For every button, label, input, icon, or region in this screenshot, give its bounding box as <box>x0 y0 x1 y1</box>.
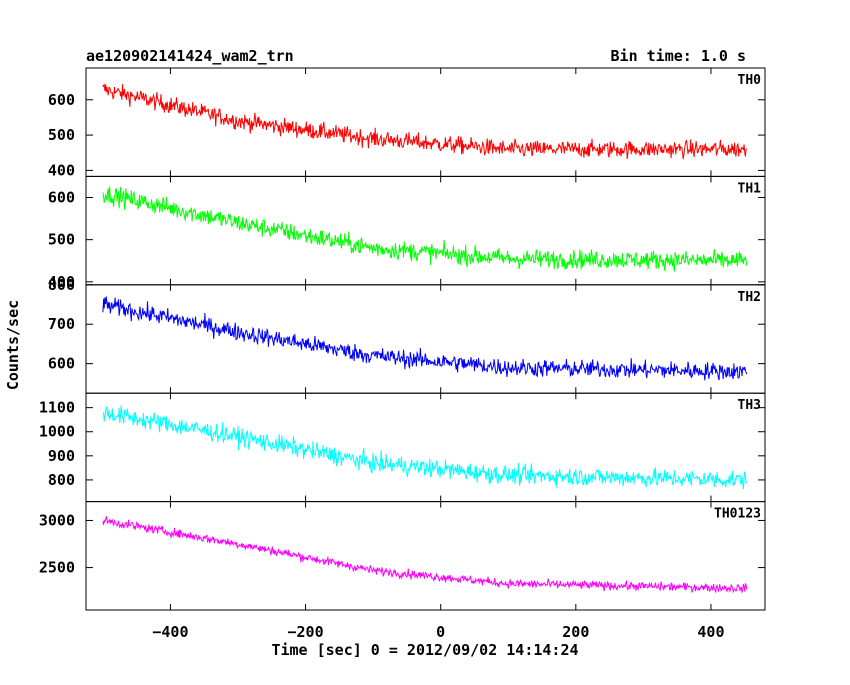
y-axis-title: Counts/sec <box>4 300 22 390</box>
y-tick-label: 3000 <box>39 511 75 529</box>
panel-frame <box>85 392 766 503</box>
panel-th0: TH0 400 500 600 <box>48 67 766 179</box>
x-tick-label: 0 <box>436 623 445 641</box>
y-tick-label: 600 <box>48 355 75 373</box>
panel-label: TH0123 <box>714 507 761 522</box>
series-line-th0 <box>102 83 748 160</box>
x-tick-label: −400 <box>152 623 188 641</box>
y-tick-label: 500 <box>48 231 75 249</box>
y-tick-label: 700 <box>48 315 75 333</box>
y-tick-label: 600 <box>48 91 75 109</box>
y-tick-label: 400 <box>48 273 75 291</box>
x-tick-label: 400 <box>697 623 724 641</box>
x-tick-label: 200 <box>562 623 589 641</box>
panel-th3: TH3 800 900 1000 1100 <box>39 392 766 503</box>
panel-label: TH0 <box>738 73 762 88</box>
panels-group: TH0 400 500 600 TH1 400 500 600 TH2 600 700 800 TH3 8… <box>39 67 766 641</box>
panel-frame <box>85 67 766 177</box>
panel-label: TH2 <box>738 290 761 305</box>
panel-frame <box>85 501 766 611</box>
series-line-th1 <box>102 186 748 272</box>
y-tick-label: 2500 <box>39 559 75 577</box>
y-tick-label: 400 <box>48 161 75 179</box>
y-tick-label: 800 <box>48 276 75 294</box>
y-tick-label: 1000 <box>39 423 75 441</box>
panel-th2: TH2 600 700 800 <box>48 276 766 394</box>
panel-label: TH1 <box>738 181 762 196</box>
x-axis-title: Time [sec] 0 = 2012/09/02 14:14:24 <box>271 641 578 659</box>
panel-frame <box>85 284 766 394</box>
y-tick-label: 600 <box>48 188 75 206</box>
x-tick-label: −200 <box>288 623 324 641</box>
panel-frame <box>85 175 766 286</box>
panel-th1: TH1 400 500 600 <box>48 175 766 291</box>
series-line-th0123 <box>102 516 748 594</box>
panel-label: TH3 <box>738 398 761 413</box>
chart-title: ae120902141424_wam2_trn <box>86 47 294 65</box>
y-tick-label: 500 <box>48 126 75 144</box>
bin-time-label: Bin time: 1.0 s <box>611 47 746 65</box>
series-line-th2 <box>102 296 748 381</box>
panel-th0123: TH0123 2500 3000 <box>39 501 766 611</box>
y-tick-label: 900 <box>48 447 75 465</box>
y-tick-label: 800 <box>48 471 75 489</box>
y-tick-label: 1100 <box>39 399 75 417</box>
series-line-th3 <box>102 405 748 490</box>
